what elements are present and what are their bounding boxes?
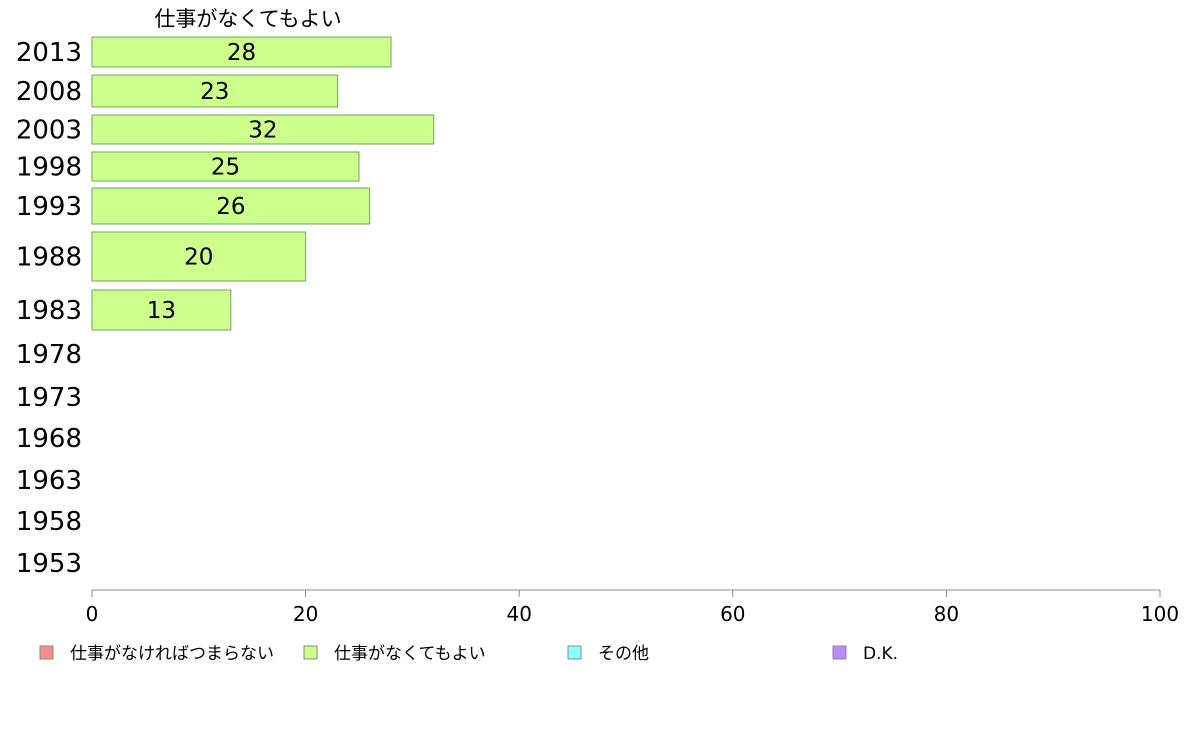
year-label-1988: 1988 xyxy=(16,243,82,273)
bar-label-2008: 23 xyxy=(200,79,229,105)
x-tick-label-40: 40 xyxy=(506,602,531,626)
bar-1983 xyxy=(91,289,232,331)
legend-swatch-1 xyxy=(39,645,54,660)
year-label-1998: 1998 xyxy=(16,153,82,183)
year-label-1963: 1963 xyxy=(16,466,82,496)
year-label-2003: 2003 xyxy=(16,116,82,146)
bar-2013 xyxy=(91,36,392,68)
year-label-1953: 1953 xyxy=(16,549,82,579)
legend: 仕事がなければつまらない 仕事がなくてもよい その他 D.K. xyxy=(39,644,898,664)
bar-1988 xyxy=(91,231,307,282)
year-label-1958: 1958 xyxy=(16,507,82,537)
bar-1998 xyxy=(91,151,360,182)
legend-swatch-4 xyxy=(832,645,847,660)
x-tick-label-60: 60 xyxy=(720,602,745,626)
bar-1993 xyxy=(91,187,371,225)
legend-label-3: その他 xyxy=(598,644,649,664)
year-label-1978: 1978 xyxy=(16,340,82,370)
bar-2008 xyxy=(91,74,339,108)
legend-label-2: 仕事がなくてもよい xyxy=(334,644,486,664)
legend-swatch-3 xyxy=(567,645,582,660)
x-tick-label-0: 0 xyxy=(86,602,99,626)
bar-label-2003: 32 xyxy=(248,118,277,144)
x-axis: 0 20 40 60 80 100 xyxy=(86,589,1179,626)
year-label-1968: 1968 xyxy=(16,424,82,454)
bars xyxy=(91,36,435,331)
bar-2003 xyxy=(91,114,435,145)
bar-label-1993: 26 xyxy=(216,194,245,220)
x-tick-label-80: 80 xyxy=(934,602,959,626)
year-label-2013: 2013 xyxy=(16,38,82,68)
year-label-2008: 2008 xyxy=(16,77,82,107)
bar-label-1988: 20 xyxy=(184,245,213,271)
bar-label-1983: 13 xyxy=(147,298,176,324)
x-tick-label-20: 20 xyxy=(293,602,318,626)
x-tick-label-100: 100 xyxy=(1141,602,1179,626)
bar-label-1998: 25 xyxy=(211,155,240,181)
year-label-1993: 1993 xyxy=(16,192,82,222)
series-title: 仕事がなくてもよい xyxy=(154,7,341,31)
legend-swatch-2 xyxy=(303,645,318,660)
legend-label-4: D.K. xyxy=(863,644,898,664)
bar-label-2013: 28 xyxy=(227,40,256,66)
year-label-1983: 1983 xyxy=(16,296,82,326)
legend-label-1: 仕事がなければつまらない xyxy=(70,644,274,664)
year-labels: 2013 2008 2003 1998 1993 1988 1983 1978 1973 1968… xyxy=(16,38,82,579)
year-label-1973: 1973 xyxy=(16,383,82,413)
